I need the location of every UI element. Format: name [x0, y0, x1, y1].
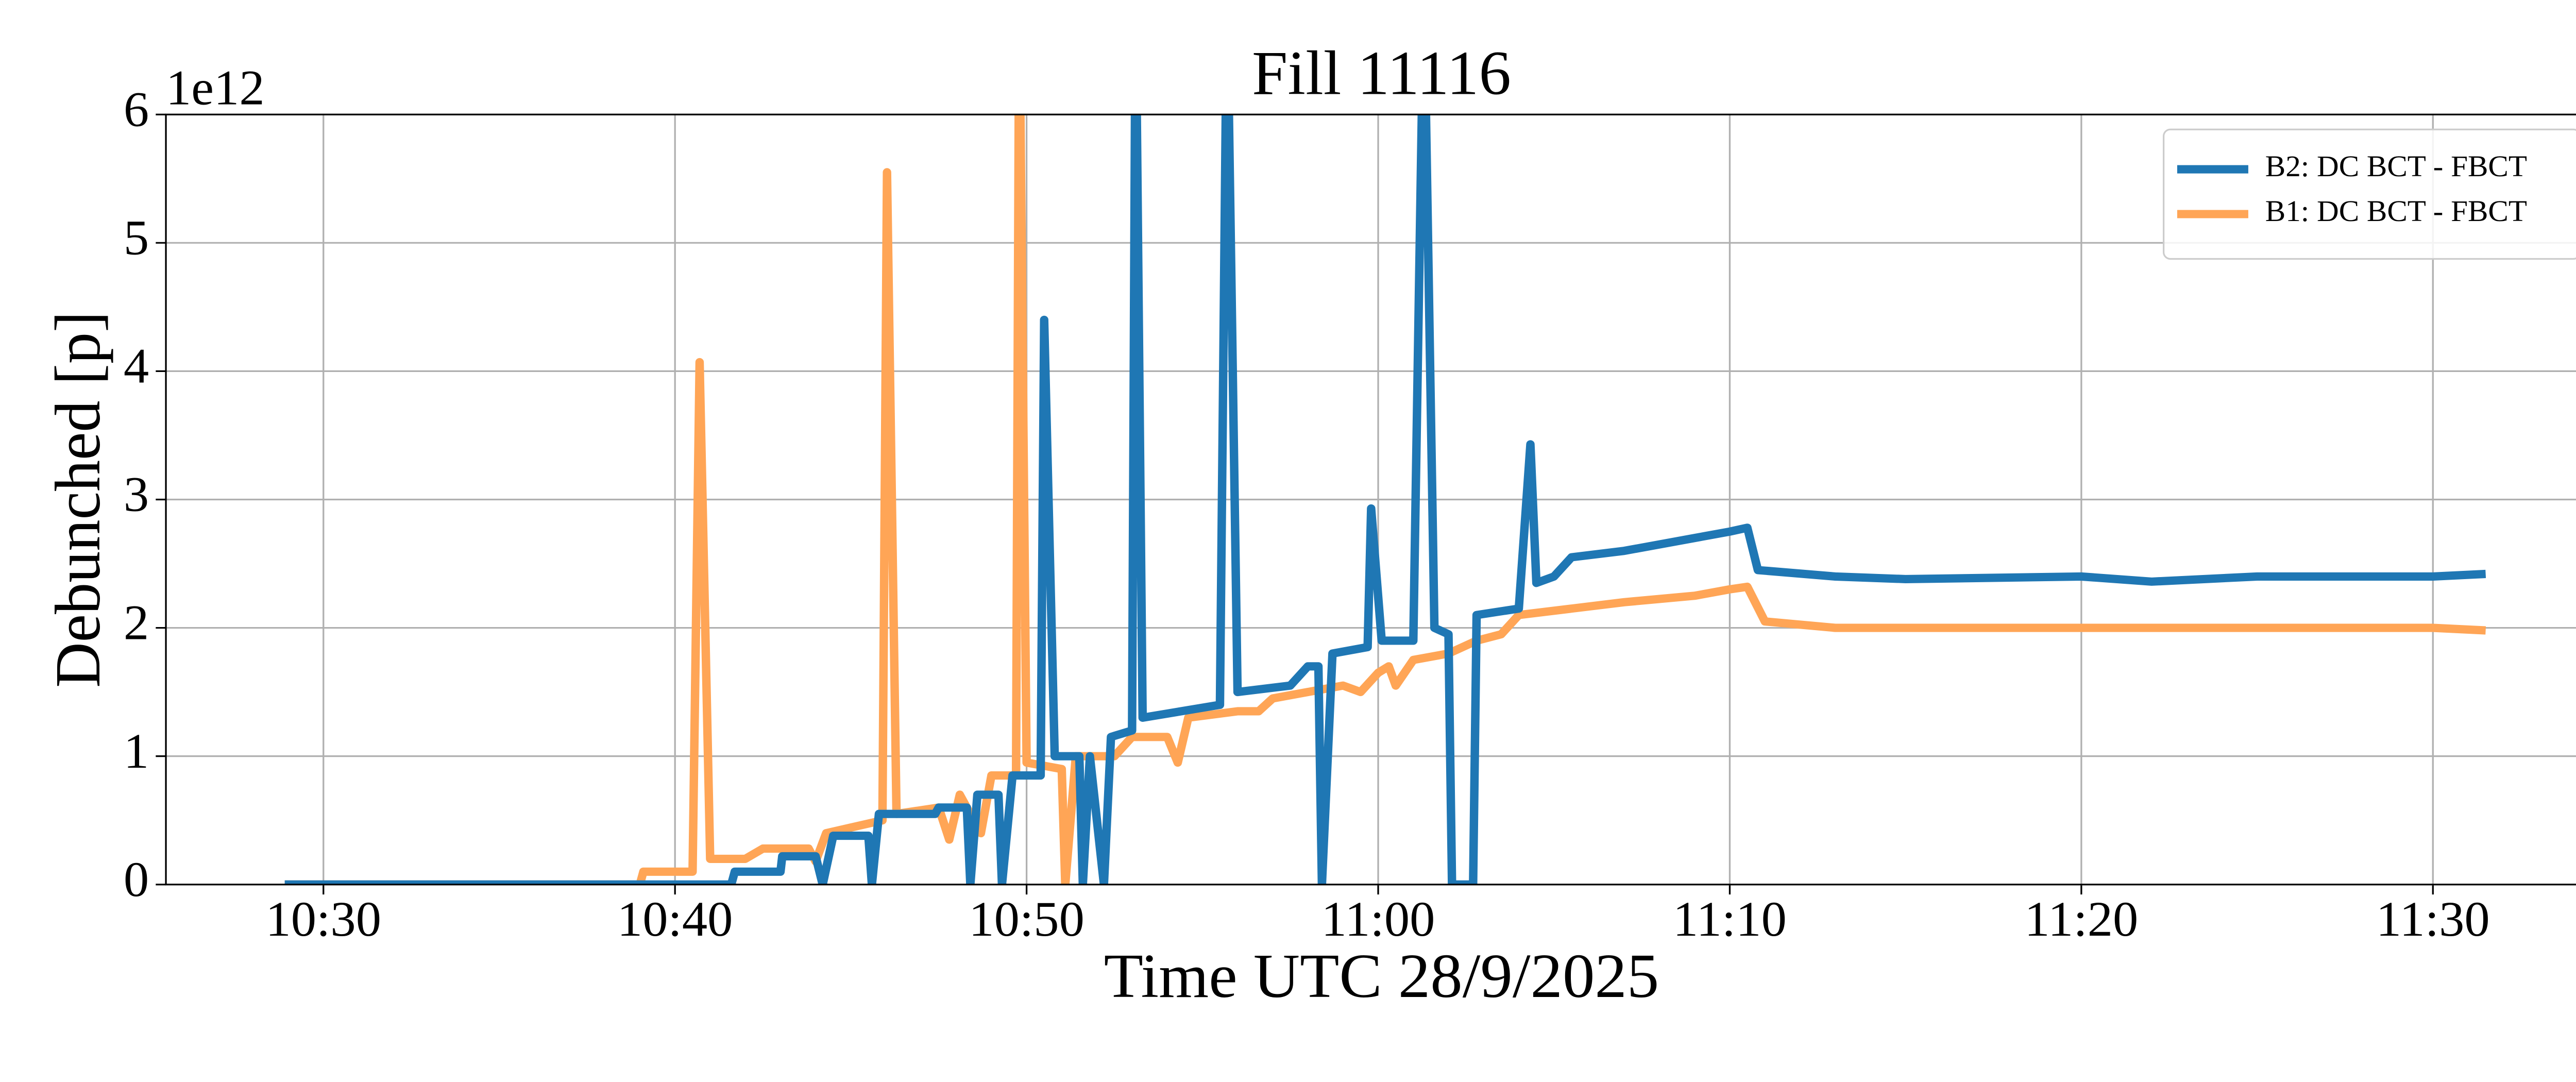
y-tick-label: 4 [124, 339, 149, 394]
plot-frame [165, 113, 2576, 886]
chart-title: Fill 11116 [1252, 38, 1511, 108]
x-tick-label: 10:40 [617, 892, 733, 947]
x-tick-label: 11:20 [2024, 892, 2138, 947]
x-tick-label: 10:30 [265, 892, 381, 947]
x-axis-label: Time UTC 28/9/2025 [1104, 941, 1659, 1011]
legend-label: B2: DC BCT - FBCT [2265, 149, 2527, 182]
y-tick-label: 0 [124, 852, 149, 907]
plot-lines [284, 114, 2486, 885]
y-tick-label: 1 [124, 724, 149, 779]
y-offset-label: 1e12 [166, 60, 265, 115]
series-line [284, 114, 2486, 885]
y-tick-label: 3 [124, 467, 149, 522]
y-tick-label: 5 [124, 210, 149, 265]
x-tick-label: 11:00 [1321, 892, 1435, 947]
legend-label: B1: DC BCT - FBCT [2265, 194, 2527, 227]
y-tick-label: 6 [124, 82, 149, 137]
x-tick-label: 11:30 [2376, 892, 2490, 947]
x-tick-label: 11:10 [1673, 892, 1787, 947]
y-axis-label: Debunched [p] [42, 311, 113, 688]
x-tick-label: 10:50 [969, 892, 1084, 947]
legend-box [2162, 128, 2576, 260]
series-line [284, 114, 2486, 885]
legend: B2: DC BCT - FBCT B1: DC BCT - FBCT [2162, 128, 2576, 260]
y-tick-label: 2 [124, 596, 149, 651]
